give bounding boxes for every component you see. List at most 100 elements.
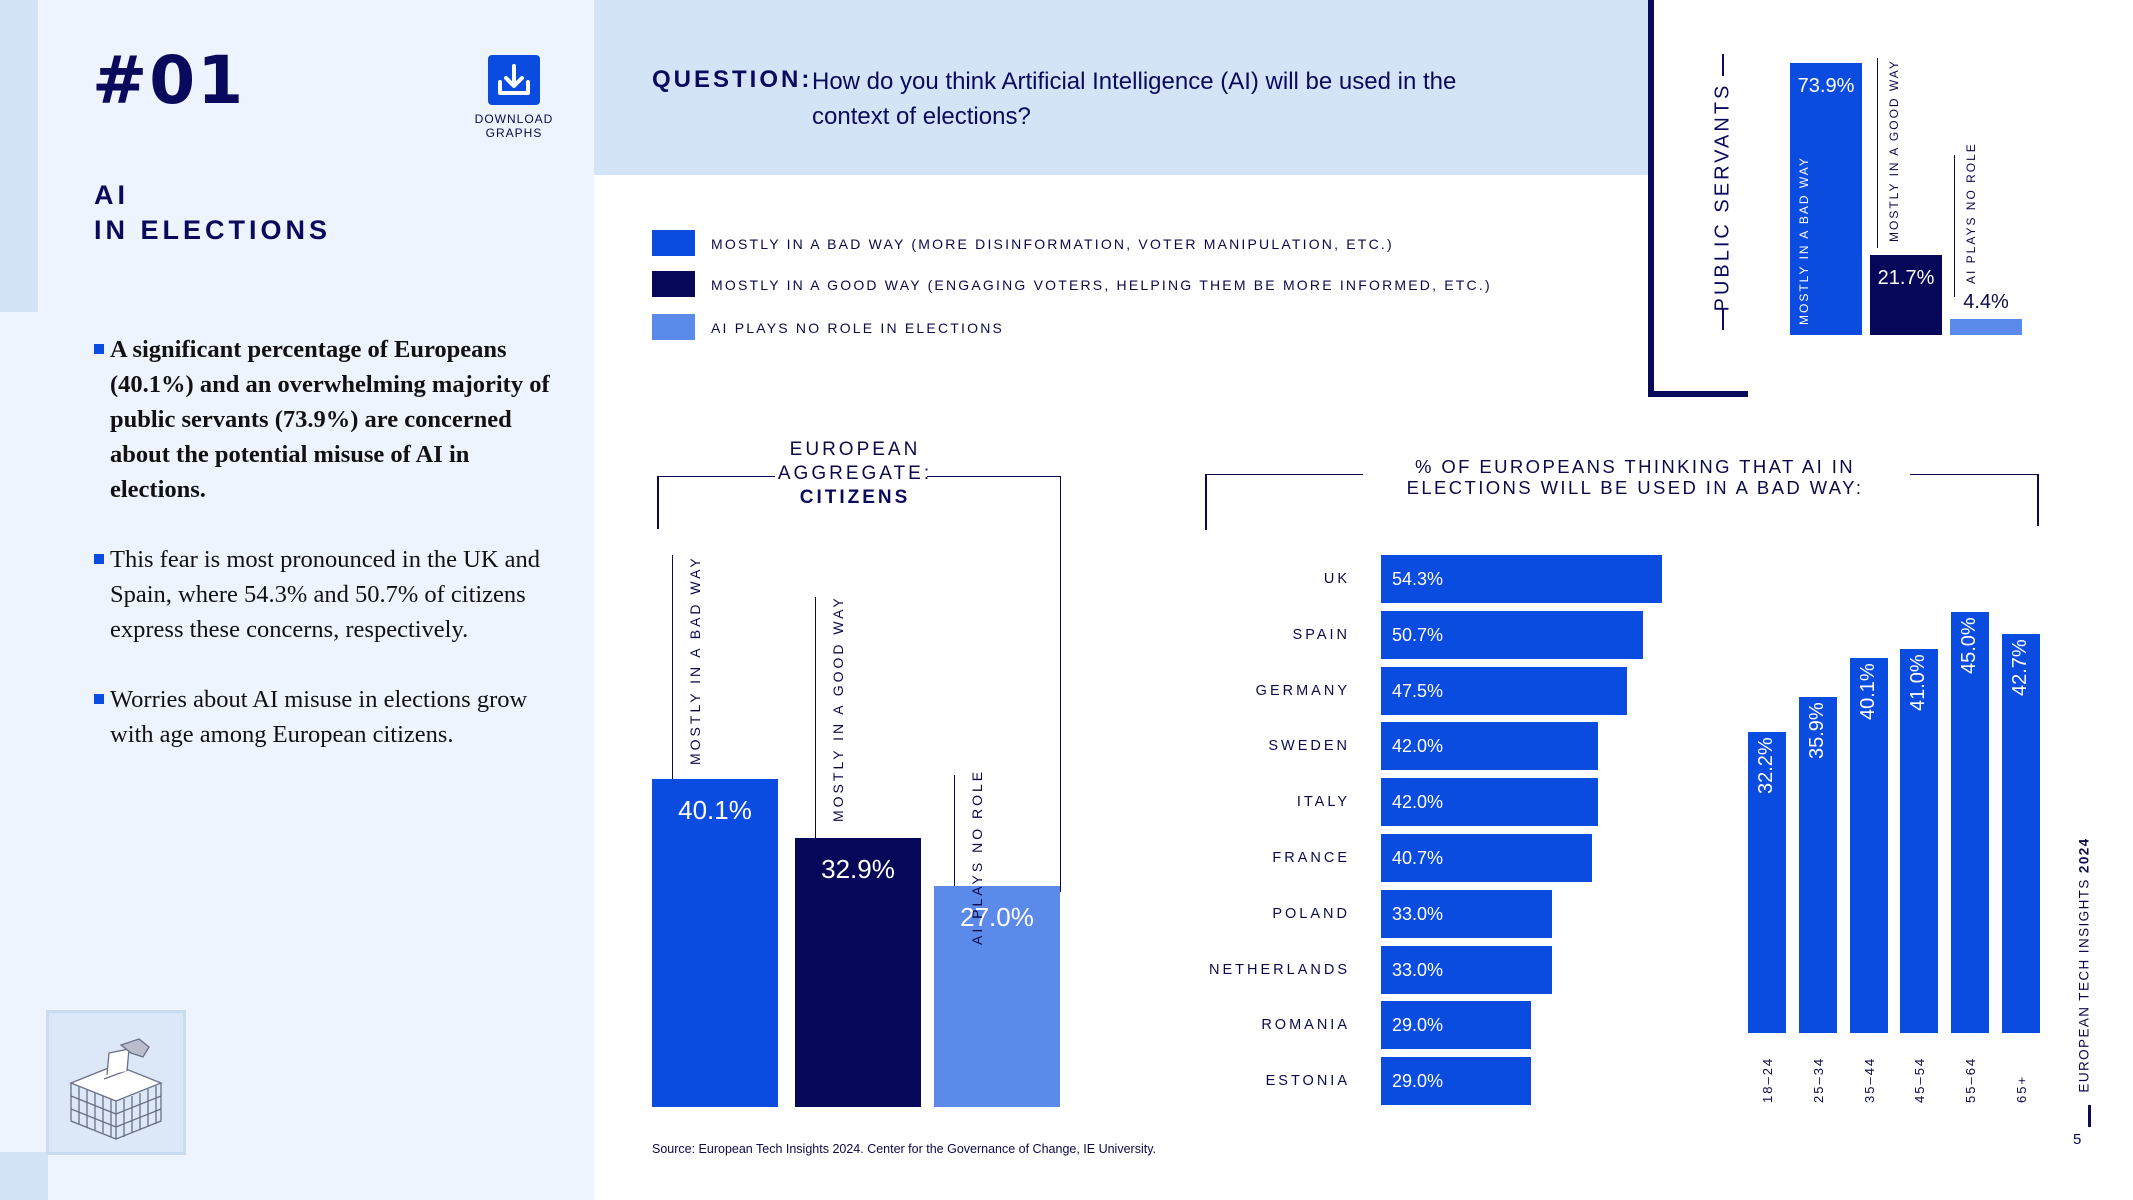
countries-bracket-right — [2037, 474, 2039, 526]
age-bar-1 — [1798, 697, 1837, 1033]
age-category-2: 35–44 — [1861, 1056, 1877, 1103]
country-bar-7 — [1381, 945, 1552, 994]
public-servants-rule-1 — [1877, 58, 1878, 248]
country-bar-0 — [1381, 555, 1662, 603]
slide-number: #01 — [92, 42, 246, 119]
country-value-4: 42.0% — [1392, 792, 1444, 813]
country-label-7: NETHERLANDS — [1209, 961, 1350, 978]
citizens-bracket-right — [1060, 476, 1061, 892]
section-title-line2: IN ELECTIONS — [94, 215, 332, 245]
public-servants-category-0: MOSTLY IN A BAD WAY — [1797, 156, 1811, 325]
country-label-8: ROMANIA — [1261, 1017, 1350, 1034]
country-value-2: 47.5% — [1392, 680, 1444, 701]
ballot-box-icon — [69, 1038, 163, 1140]
left-panel — [0, 0, 594, 1200]
public-servants-title-text: PUBLIC SERVANTS — [1711, 82, 1734, 312]
country-bar-1 — [1381, 610, 1644, 659]
age-category-4: 55–64 — [1963, 1056, 1979, 1103]
country-label-5: FRANCE — [1272, 850, 1350, 866]
age-value-1: 35.9% — [1805, 702, 1828, 760]
country-bar-5 — [1381, 834, 1592, 882]
country-bar-2 — [1381, 666, 1627, 715]
public-servants-category-2: AI PLAYS NO ROLE — [1964, 142, 1978, 284]
citizens-chart-title: EUROPEAN AGGREGATE: CITIZENS — [760, 438, 950, 510]
age-value-3: 41.0% — [1907, 654, 1930, 712]
country-value-3: 42.0% — [1392, 736, 1444, 757]
citizens-bar-2 — [934, 886, 1060, 1107]
finding-2: This fear is most pronounced in the UK a… — [92, 542, 552, 647]
legend-label-bad: MOSTLY IN A BAD WAY (MORE DISINFORMATION… — [711, 236, 1394, 252]
age-value-5: 42.7% — [2009, 638, 2031, 696]
decorative-strip — [0, 0, 38, 312]
citizens-bar-0 — [652, 779, 778, 1107]
brand-prefix: EUROPEAN TECH INSIGHTS — [2076, 873, 2092, 1093]
age-value-0: 32.2% — [1755, 737, 1777, 794]
country-label-0: UK — [1323, 571, 1350, 587]
countries-bracket-top-left — [1205, 474, 1363, 475]
ballot-box-illustration — [46, 1010, 186, 1155]
age-bar-2 — [1849, 657, 1888, 1033]
country-value-6: 33.0% — [1392, 903, 1444, 924]
legend-swatch-no-role — [652, 314, 695, 340]
citizens-category-0: MOSTLY IN A BAD WAY — [687, 555, 703, 765]
country-value-5: 40.7% — [1392, 848, 1444, 868]
legend-swatch-bad — [652, 230, 695, 256]
public-servants-value-1: 21.7% — [1877, 267, 1935, 290]
country-bar-4 — [1381, 778, 1599, 827]
decorative-corner — [0, 1152, 48, 1200]
public-servants-category-1: MOSTLY IN A GOOD WAY — [1887, 59, 1901, 242]
download-label-line2: GRAPHS — [485, 126, 543, 140]
country-bar-9 — [1381, 1057, 1532, 1106]
section-title: AI IN ELECTIONS — [94, 178, 331, 248]
country-label-6: POLAND — [1272, 905, 1350, 922]
country-bar-8 — [1381, 1001, 1532, 1050]
age-bar-0 — [1748, 731, 1786, 1033]
country-value-7: 33.0% — [1392, 959, 1444, 980]
question-label: QUESTION: — [652, 66, 813, 93]
countries-bracket-left — [1205, 474, 1207, 530]
citizens-bracket-top-left — [657, 476, 775, 477]
country-value-8: 29.0% — [1392, 1015, 1444, 1036]
public-servants-bar-1 — [1870, 255, 1942, 335]
source-note: Source: European Tech Insights 2024. Cen… — [652, 1142, 1156, 1156]
public-servants-rule-2 — [1954, 155, 1955, 297]
public-servants-frame-base — [1648, 391, 1748, 397]
finding-1: A significant percentage of Europeans (4… — [92, 332, 552, 507]
country-label-2: GERMANY — [1255, 682, 1350, 699]
citizens-value-1: 32.9% — [821, 853, 895, 884]
download-label-line1: DOWNLOAD — [474, 112, 554, 126]
citizens-rule-0 — [672, 555, 673, 779]
public-servants-frame — [1648, 0, 1654, 397]
legend-swatch-good — [652, 271, 695, 297]
country-label-9: ESTONIA — [1265, 1073, 1350, 1090]
age-value-2: 40.1% — [1856, 663, 1879, 720]
age-category-5: 65+ — [2014, 1074, 2029, 1103]
age-bar-5 — [2002, 633, 2040, 1033]
citizens-bracket-left — [657, 476, 659, 529]
citizens-value-2: 27.0% — [960, 902, 1034, 933]
brand-rule — [2088, 1105, 2091, 1127]
page-number: 5 — [2073, 1131, 2082, 1148]
country-label-4: ITALY — [1296, 794, 1350, 811]
section-title-line1: AI — [94, 180, 129, 210]
countries-bracket-top-right — [1910, 474, 2038, 475]
age-category-1: 25–34 — [1810, 1056, 1826, 1103]
legend-label-good: MOSTLY IN A GOOD WAY (ENGAGING VOTERS, H… — [711, 277, 1492, 293]
download-graphs-button[interactable] — [488, 55, 540, 105]
age-value-4: 45.0% — [1958, 617, 1981, 674]
citizens-title-line1: EUROPEAN — [789, 439, 921, 460]
age-category-0: 18–24 — [1760, 1056, 1775, 1103]
citizens-title-line3: CITIZENS — [799, 487, 911, 508]
country-bar-6 — [1381, 889, 1552, 938]
country-value-9: 29.0% — [1392, 1071, 1444, 1092]
citizens-category-1: MOSTLY IN A GOOD WAY — [830, 595, 846, 822]
download-label[interactable]: DOWNLOAD GRAPHS — [460, 112, 568, 140]
public-servants-value-2: 4.4% — [1963, 290, 2009, 313]
public-servants-bar-0 — [1790, 63, 1862, 335]
citizens-value-0: 40.1% — [678, 795, 752, 825]
age-bar-3 — [1900, 649, 1939, 1033]
download-icon — [498, 64, 530, 95]
age-category-3: 45–54 — [1912, 1056, 1928, 1103]
countries-chart-title: % OF EUROPEANS THINKING THAT AI IN ELECT… — [1406, 456, 1864, 498]
legend-label-no-role: AI PLAYS NO ROLE IN ELECTIONS — [711, 320, 1005, 336]
